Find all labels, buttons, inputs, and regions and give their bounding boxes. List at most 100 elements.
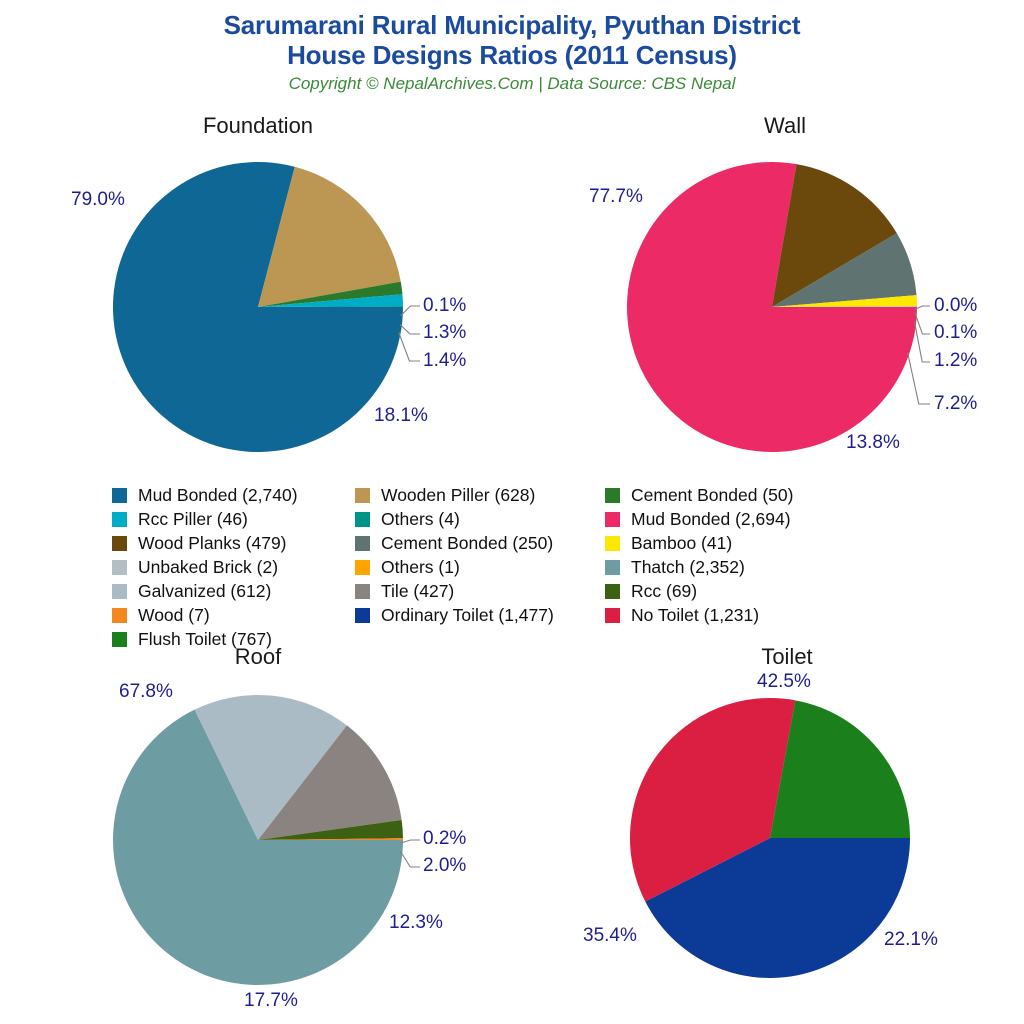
legend-item[interactable]: Unbaked Brick (2) — [112, 555, 298, 579]
legend-swatch-icon — [605, 559, 620, 575]
pie-slice — [258, 725, 402, 840]
pie-leader-line — [399, 324, 420, 335]
legend-item-label: Others (1) — [381, 557, 460, 577]
legend-swatch-icon — [355, 559, 370, 575]
pie-label-foundation-4: 0.1% — [423, 295, 467, 316]
legend-item-label: Flush Toilet (767) — [138, 629, 272, 649]
legend-swatch-icon — [355, 487, 370, 503]
legend-item[interactable]: No Toilet (1,231) — [605, 603, 793, 627]
pie-slice — [112, 162, 403, 453]
legend-item[interactable]: Rcc Piller (46) — [112, 507, 298, 531]
pie-leader-line — [398, 332, 420, 362]
pie-label-wall-0: 77.7% — [589, 186, 643, 207]
pie-leader-line — [400, 305, 420, 317]
pie-label-foundation-3: 1.3% — [423, 322, 467, 343]
pie-label-foundation-2: 1.4% — [423, 350, 467, 371]
legend-item[interactable]: Cement Bonded (50) — [605, 483, 793, 507]
legend-swatch-icon — [605, 535, 620, 551]
legend-swatch-icon — [355, 535, 370, 551]
legend-swatch-icon — [605, 487, 620, 503]
pie-label-wall-2: 7.2% — [934, 393, 978, 414]
pie-label-roof-3: 2.0% — [423, 855, 467, 876]
page-title-line-1: Sarumarani Rural Municipality, Pyuthan D… — [223, 10, 801, 40]
pie-slice — [258, 281, 403, 307]
legend-item-label: Mud Bonded (2,694) — [631, 509, 791, 529]
legend-item[interactable]: Bamboo (41) — [605, 531, 793, 555]
pie-label-roof-2: 12.3% — [389, 912, 443, 933]
pie-label-foundation-0: 79.0% — [71, 189, 125, 210]
pie-slice — [772, 306, 918, 307]
legend-item-label: Tile (427) — [381, 581, 455, 601]
pie-slice — [772, 295, 917, 307]
legend-item[interactable]: Others (1) — [355, 555, 554, 579]
legend-item[interactable]: Flush Toilet (767) — [112, 627, 298, 651]
legend-item-label: Wood (7) — [138, 605, 210, 625]
pie-leader-line — [907, 352, 930, 405]
pie-label-toilet-2: 22.1% — [884, 929, 938, 950]
pie-slice — [194, 695, 347, 840]
pie-slice — [258, 838, 404, 840]
legend-swatch-icon — [112, 511, 127, 527]
pie-title-wall: Wall — [764, 113, 806, 138]
pie-label-wall-5: 0.0% — [934, 295, 978, 316]
legend-item-label: Wooden Piller (628) — [381, 485, 536, 505]
legend-swatch-icon — [355, 511, 370, 527]
legend-item-label: Rcc (69) — [631, 581, 698, 601]
legend-swatch-icon — [112, 487, 127, 503]
pie-label-toilet-0: 42.5% — [757, 671, 811, 692]
pie-label-toilet-1: 35.4% — [583, 925, 637, 946]
legend-item[interactable]: Mud Bonded (2,740) — [112, 483, 298, 507]
page-title-line-2: House Designs Ratios (2011 Census) — [287, 40, 737, 70]
legend-item-label: Thatch (2,352) — [631, 557, 745, 577]
legend-item-label: Wood Planks (479) — [138, 533, 287, 553]
legend-item[interactable]: Thatch (2,352) — [605, 555, 793, 579]
pie-leader-line — [400, 851, 420, 868]
legend-item[interactable]: Wooden Piller (628) — [355, 483, 554, 507]
legend-item[interactable]: Galvanized (612) — [112, 579, 298, 603]
legend-item-label: Mud Bonded (2,740) — [138, 485, 298, 505]
legend-swatch-icon — [355, 583, 370, 599]
legend-item[interactable]: Others (4) — [355, 507, 554, 531]
legend-item[interactable]: Wood (7) — [112, 603, 298, 627]
legend-swatch-icon — [605, 511, 620, 527]
pie-label-roof-1: 17.7% — [244, 990, 298, 1011]
legend-item[interactable]: Cement Bonded (250) — [355, 531, 554, 555]
pie-label-wall-4: 0.1% — [934, 322, 978, 343]
legend-swatch-icon — [112, 631, 127, 647]
legend-column-3: Cement Bonded (50) Mud Bonded (2,694) Bamb… — [605, 483, 793, 627]
legend-column-2: Wooden Piller (628) Others (4) Cement Bond… — [355, 483, 554, 627]
legend-swatch-icon — [112, 607, 127, 623]
pie-slice — [626, 161, 917, 452]
chart-header: Sarumarani Rural Municipality, Pyuthan D… — [0, 10, 1024, 96]
legend-item-label: Rcc Piller (46) — [138, 509, 248, 529]
pie-leader-line — [914, 312, 930, 335]
pie-title-toilet: Toilet — [761, 644, 813, 669]
legend-item[interactable]: Mud Bonded (2,694) — [605, 507, 793, 531]
legend-swatch-icon — [112, 535, 127, 551]
legend-swatch-icon — [355, 607, 370, 623]
pie-slice — [772, 164, 897, 307]
legend-item[interactable]: Tile (427) — [355, 579, 554, 603]
legend-item[interactable]: Wood Planks (479) — [112, 531, 298, 555]
pie-label-roof-4: 0.2% — [423, 828, 467, 849]
legend-column-1: Mud Bonded (2,740) Rcc Piller (46) Wood Pl… — [112, 483, 298, 651]
pie-slice — [258, 294, 403, 307]
pie-slice — [772, 233, 917, 307]
pie-label-foundation-1: 18.1% — [374, 405, 428, 426]
legend-item[interactable]: Ordinary Toilet (1,477) — [355, 603, 554, 627]
legend: Mud Bonded (2,740) Rcc Piller (46) Wood Pl… — [0, 483, 1024, 649]
pie-title-foundation: Foundation — [202, 113, 314, 138]
legend-swatch-icon — [605, 607, 620, 623]
pie-leader-line — [400, 839, 420, 844]
legend-item-label: Galvanized (612) — [138, 581, 272, 601]
legend-swatch-icon — [112, 559, 127, 575]
pie-slice — [645, 838, 910, 978]
pie-label-wall-3: 1.2% — [934, 350, 978, 371]
pie-label-roof-0: 67.8% — [119, 681, 173, 702]
legend-item-label: Others (4) — [381, 509, 460, 529]
legend-item-label: Cement Bonded (250) — [381, 533, 554, 553]
pie-title-roof: Roof — [234, 644, 282, 669]
legend-item[interactable]: Rcc (69) — [605, 579, 793, 603]
pie-slice — [258, 166, 401, 307]
